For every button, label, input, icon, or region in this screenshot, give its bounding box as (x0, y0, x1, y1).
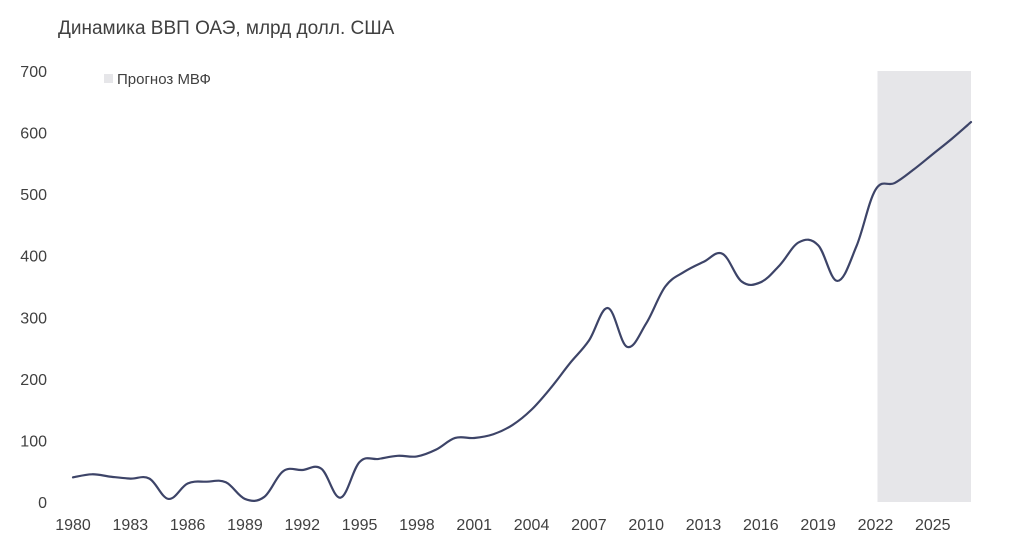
legend-label: Прогноз МВФ (117, 71, 211, 88)
x-tick-label: 2013 (686, 517, 722, 534)
x-tick-label: 2025 (915, 517, 951, 534)
x-tick-label: 2010 (628, 517, 664, 534)
legend-swatch (104, 74, 113, 83)
x-tick-label: 2016 (743, 517, 779, 534)
x-tick-label: 2004 (514, 517, 550, 534)
x-tick-label: 1995 (342, 517, 378, 534)
series-line (71, 121, 973, 502)
y-tick-label: 600 (20, 126, 47, 143)
x-tick-label: 1992 (284, 517, 320, 534)
x-tick-label: 2007 (571, 517, 607, 534)
y-tick-label: 0 (38, 495, 47, 512)
y-tick-label: 200 (20, 372, 47, 389)
x-tick-label: 1986 (170, 517, 206, 534)
y-tick-label: 700 (20, 64, 47, 81)
x-tick-label: 2001 (456, 517, 492, 534)
x-tick-label: 1989 (227, 517, 263, 534)
x-tick-label: 2019 (800, 517, 836, 534)
x-tick-label: 1983 (113, 517, 149, 534)
y-tick-label: 100 (20, 433, 47, 450)
x-tick-label: 2022 (858, 517, 894, 534)
x-tick-label: 1998 (399, 517, 435, 534)
y-tick-label: 300 (20, 310, 47, 327)
y-tick-label: 400 (20, 249, 47, 266)
forecast-region (877, 71, 971, 502)
x-tick-label: 1980 (55, 517, 91, 534)
chart-title: Динамика ВВП ОАЭ, млрд долл. США (58, 18, 395, 39)
y-tick-label: 500 (20, 187, 47, 204)
